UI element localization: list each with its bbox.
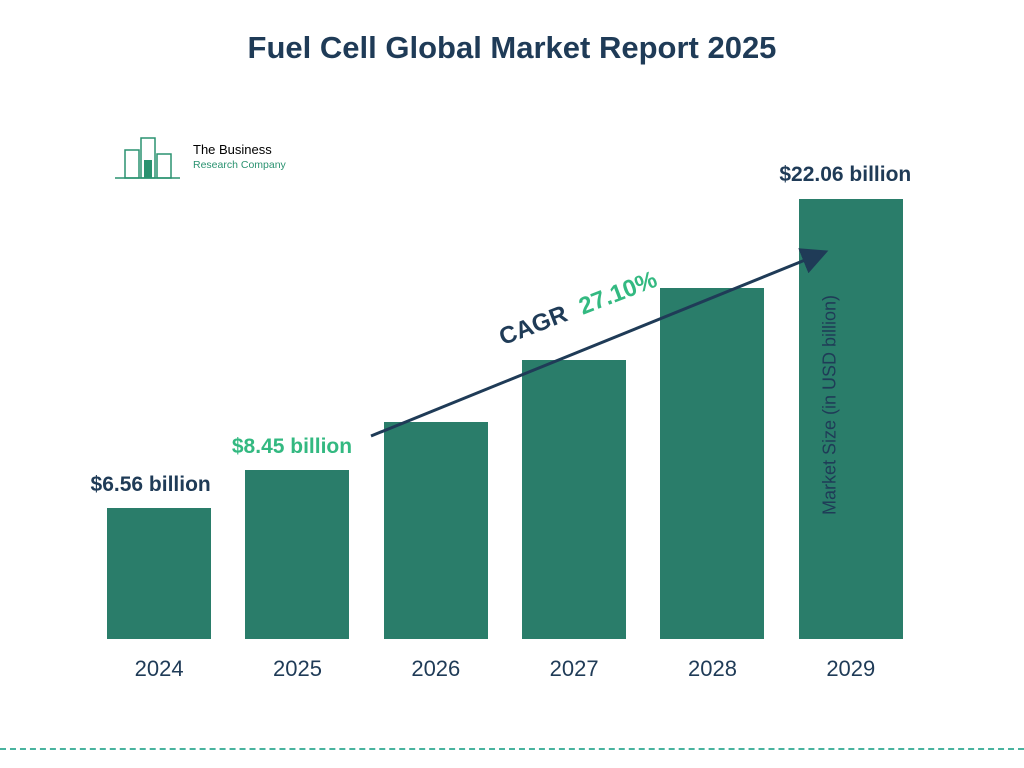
bars-container: $6.56 billion$8.45 billion$22.06 billion xyxy=(90,130,920,640)
bar xyxy=(384,422,488,639)
x-axis-tick-label: 2024 xyxy=(99,656,219,682)
x-axis-tick-label: 2025 xyxy=(237,656,357,682)
x-axis-tick-label: 2026 xyxy=(376,656,496,682)
bar-group: $8.45 billion xyxy=(237,470,357,639)
page-title: Fuel Cell Global Market Report 2025 xyxy=(0,0,1024,66)
bar xyxy=(522,360,626,639)
bar-value-label: $8.45 billion xyxy=(224,433,359,461)
bar-chart: $6.56 billion$8.45 billion$22.06 billion… xyxy=(90,120,920,690)
x-axis-tick-label: 2027 xyxy=(514,656,634,682)
bar xyxy=(245,470,349,639)
bar-group xyxy=(514,360,634,639)
bar-group: $6.56 billion xyxy=(99,508,219,639)
bar xyxy=(107,508,211,639)
y-axis-label: Market Size (in USD billion) xyxy=(819,295,840,515)
bar-value-label: $22.06 billion xyxy=(778,161,913,189)
bar-group xyxy=(652,288,772,639)
bar xyxy=(799,199,903,639)
x-axis-labels: 2024 2025 2026 2027 2028 2029 xyxy=(90,656,920,682)
bar xyxy=(660,288,764,639)
bar-group: $22.06 billion xyxy=(791,199,911,639)
bar-group xyxy=(376,422,496,639)
bar-value-label: $6.56 billion xyxy=(83,471,218,499)
bottom-divider xyxy=(0,748,1024,750)
x-axis-tick-label: 2029 xyxy=(791,656,911,682)
x-axis-tick-label: 2028 xyxy=(652,656,772,682)
